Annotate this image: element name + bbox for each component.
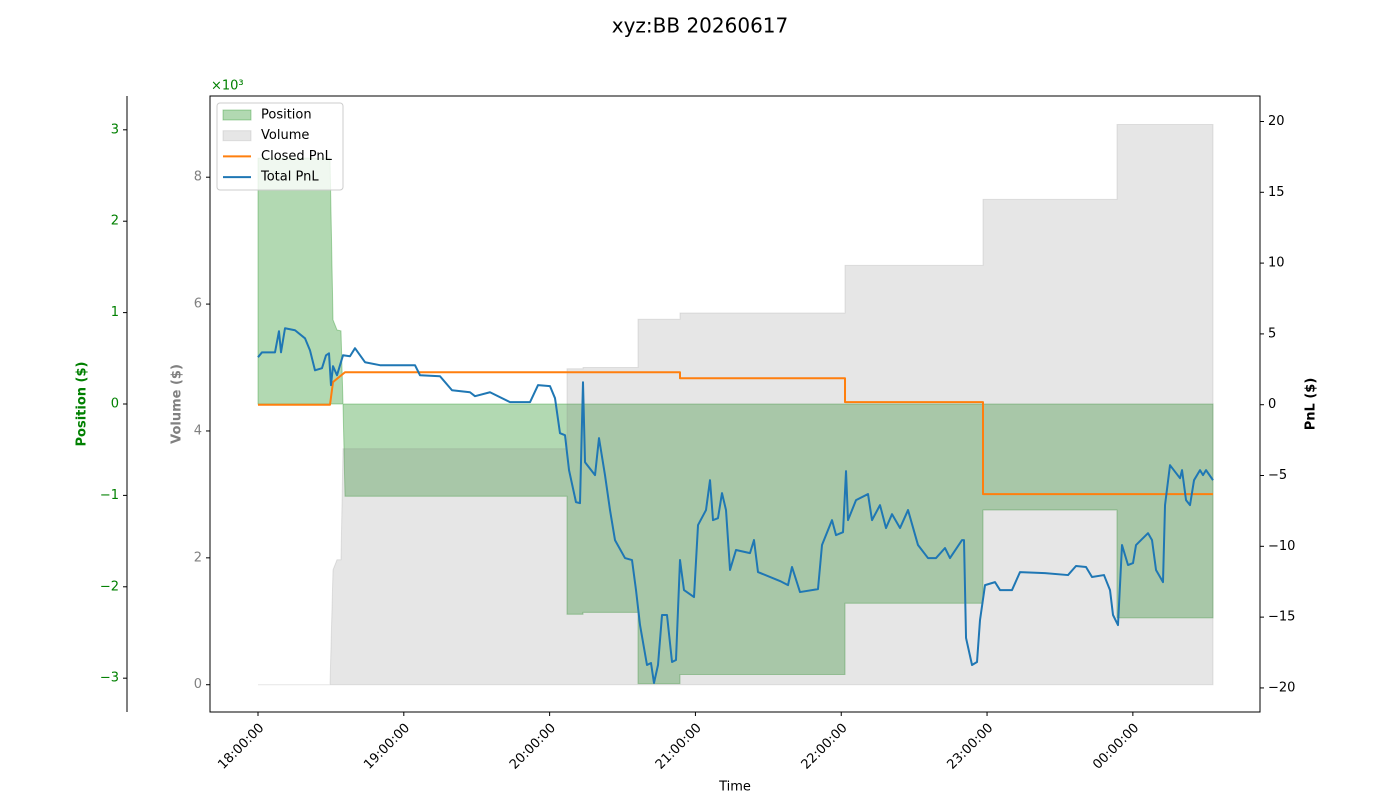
pnl-tick-label: 20 (1268, 114, 1285, 129)
pnl-tick-label: −5 (1268, 468, 1287, 483)
pnl-tick-label: 10 (1268, 256, 1285, 271)
x-tick-label: 22:00:00 (799, 721, 851, 773)
legend-swatch (222, 130, 252, 142)
volume-tick-label: 0 (194, 677, 202, 692)
legend-label: Position (261, 108, 312, 123)
position-tick-label: 0 (111, 397, 119, 412)
pnl-tick-label: 0 (1268, 397, 1276, 412)
x-tick-label: 20:00:00 (507, 721, 559, 773)
volume-tick-label: 2 (194, 550, 202, 565)
area (257, 124, 1214, 686)
position-tick-label: −3 (100, 671, 119, 686)
legend-label: Total PnL (260, 170, 319, 185)
volume-axis-label: Volume ($) (170, 364, 185, 444)
x-tick-label: 23:00:00 (944, 721, 996, 773)
position-tick-label: 2 (111, 214, 119, 229)
position-tick-label: 3 (111, 122, 119, 137)
pnl-tick-label: 5 (1268, 326, 1276, 341)
position-tick-label: −1 (100, 488, 119, 503)
pnl-tick-label: −20 (1268, 680, 1295, 695)
x-tick-label: 21:00:00 (653, 721, 705, 773)
volume-tick-label: 6 (194, 297, 202, 312)
position-tick-label: 1 (111, 305, 119, 320)
pnl-tick-label: −15 (1268, 610, 1295, 625)
pnl-tick-label: 15 (1268, 185, 1285, 200)
volume-tick-label: 8 (194, 170, 202, 185)
legend-label: Volume (261, 128, 309, 143)
legend-swatch (222, 109, 252, 121)
position-tick-label: −2 (100, 579, 119, 594)
pnl-tick-label: −10 (1268, 539, 1295, 554)
position-axis-label: Position ($) (75, 362, 90, 447)
offset-label: ×10³ (211, 79, 244, 94)
x-tick-label: 18:00:00 (215, 721, 267, 773)
x-tick-label: 19:00:00 (361, 721, 413, 773)
x-tick-label: 00:00:00 (1090, 721, 1142, 773)
line (257, 371, 1214, 496)
volume-tick-label: 4 (194, 423, 202, 438)
x-axis-label: Time (718, 780, 751, 795)
line (257, 327, 1214, 684)
legend-box (216, 102, 344, 191)
chart-title: xyz:BB 20260617 (612, 14, 789, 38)
pnl-axis-label: PnL ($) (1304, 378, 1319, 431)
legend-label: Closed PnL (261, 149, 333, 164)
plot-frame (209, 95, 1261, 713)
